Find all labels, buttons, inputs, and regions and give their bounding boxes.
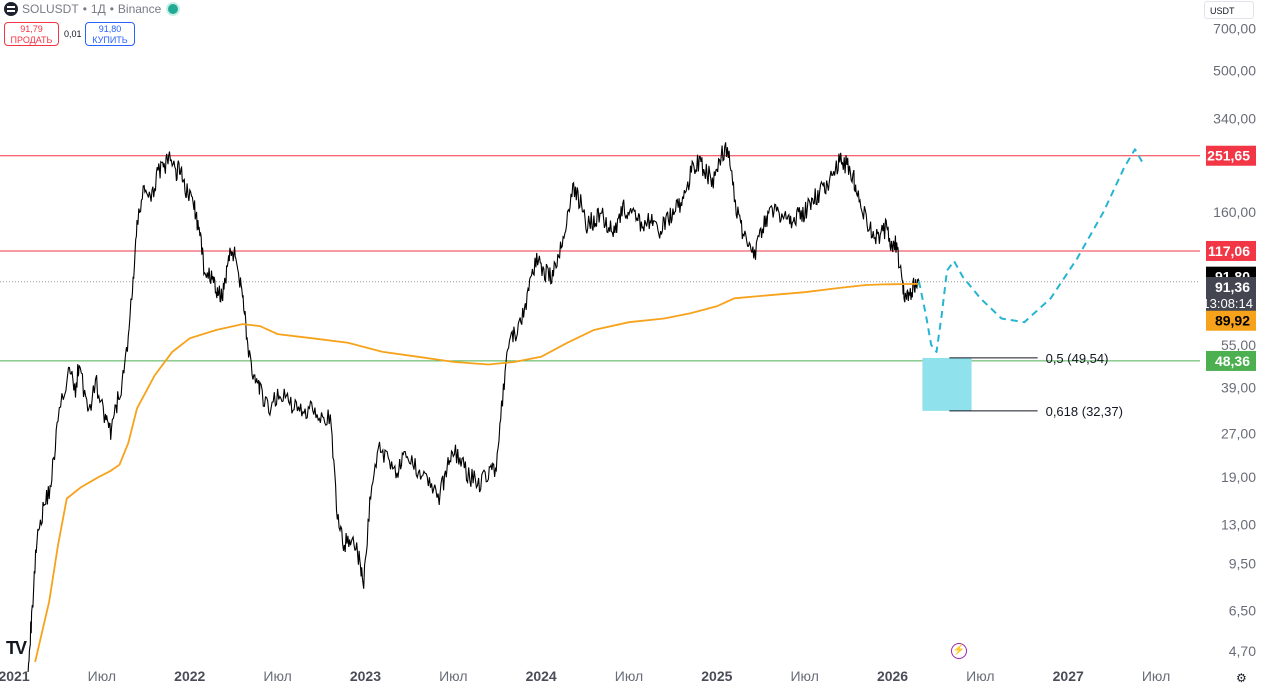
price-axis-label	[1206, 350, 1256, 371]
settings-icon[interactable]: ⚙	[1236, 671, 1247, 685]
x-tick-label: 2022	[174, 668, 205, 684]
y-tick-label: 13,00	[1221, 516, 1256, 532]
price-axis-label	[1206, 310, 1256, 331]
x-tick-label: Июл	[615, 668, 643, 684]
timeframe: 1Д	[90, 2, 106, 16]
y-tick-label: 39,00	[1221, 380, 1256, 396]
price-axis-label	[1206, 145, 1256, 166]
x-tick-label: 2024	[526, 668, 557, 684]
price-axis-value: 48,36	[1215, 353, 1250, 369]
x-tick-label: Июл	[263, 668, 291, 684]
currency-select[interactable]: USDT	[1204, 1, 1254, 19]
sell-price: 91,79	[20, 24, 43, 34]
price-axis-label	[1206, 240, 1256, 261]
price-axis-value: 117,06	[1208, 243, 1250, 259]
price-axis-value: 251,65	[1207, 148, 1250, 164]
x-tick-label: Июл	[1142, 668, 1170, 684]
market-open-icon	[168, 4, 179, 14]
y-tick-label: 27,00	[1221, 425, 1256, 441]
fib-zone	[922, 357, 972, 411]
symbol-header[interactable]: SOLUSDT • 1Д • Binance	[4, 2, 179, 16]
y-tick-label: 4,70	[1229, 643, 1256, 659]
x-tick-label: 2027	[1053, 668, 1084, 684]
spread-value: 0,01	[64, 29, 82, 39]
x-tick-label: 2021	[0, 668, 30, 684]
lightning-icon[interactable]: ⚡	[951, 643, 967, 659]
y-tick-label: 340,00	[1213, 110, 1256, 126]
y-tick-label: 6,50	[1229, 603, 1256, 619]
y-tick-label: 700,00	[1213, 20, 1256, 36]
buy-label: КУПИТЬ	[92, 35, 128, 45]
price-series	[27, 142, 920, 673]
x-tick-label: 2025	[701, 668, 732, 684]
sell-label: ПРОДАТЬ	[10, 35, 53, 45]
exchange: Binance	[117, 2, 162, 16]
solana-icon	[4, 2, 18, 16]
buy-price: 91,80	[98, 24, 122, 34]
x-tick-label: 2026	[877, 668, 908, 684]
y-tick-label: 55,00	[1221, 337, 1256, 353]
buy-button[interactable]: 91,80 КУПИТЬ	[85, 22, 135, 46]
countdown-timer: 13:08:14	[1202, 296, 1253, 311]
x-tick-label: 2023	[350, 668, 381, 684]
x-tick-label: Июл	[439, 668, 467, 684]
symbol-name: SOLUSDT	[22, 2, 79, 16]
y-tick-label: 160,00	[1213, 204, 1256, 220]
y-tick-label: 19,00	[1221, 469, 1256, 485]
fib-level-label: 0,618 (32,37)	[1046, 404, 1123, 419]
x-tick-label: Июл	[88, 668, 116, 684]
x-tick-label: Июл	[966, 668, 994, 684]
price-axis-value: 89,92	[1215, 313, 1250, 329]
tradingview-logo[interactable]: TV	[6, 638, 27, 658]
price-axis-label	[1206, 276, 1256, 313]
price-axis-value: 91,36	[1215, 279, 1250, 295]
x-tick-label: Июл	[790, 668, 818, 684]
sell-button[interactable]: 91,79 ПРОДАТЬ	[4, 22, 59, 46]
y-tick-label: 9,50	[1229, 555, 1256, 571]
separator: •	[109, 2, 114, 16]
y-tick-label: 500,00	[1213, 62, 1256, 78]
fib-level-label: 0,5 (49,54)	[1046, 351, 1109, 366]
separator: •	[82, 2, 87, 16]
moving-average-line	[34, 282, 919, 663]
